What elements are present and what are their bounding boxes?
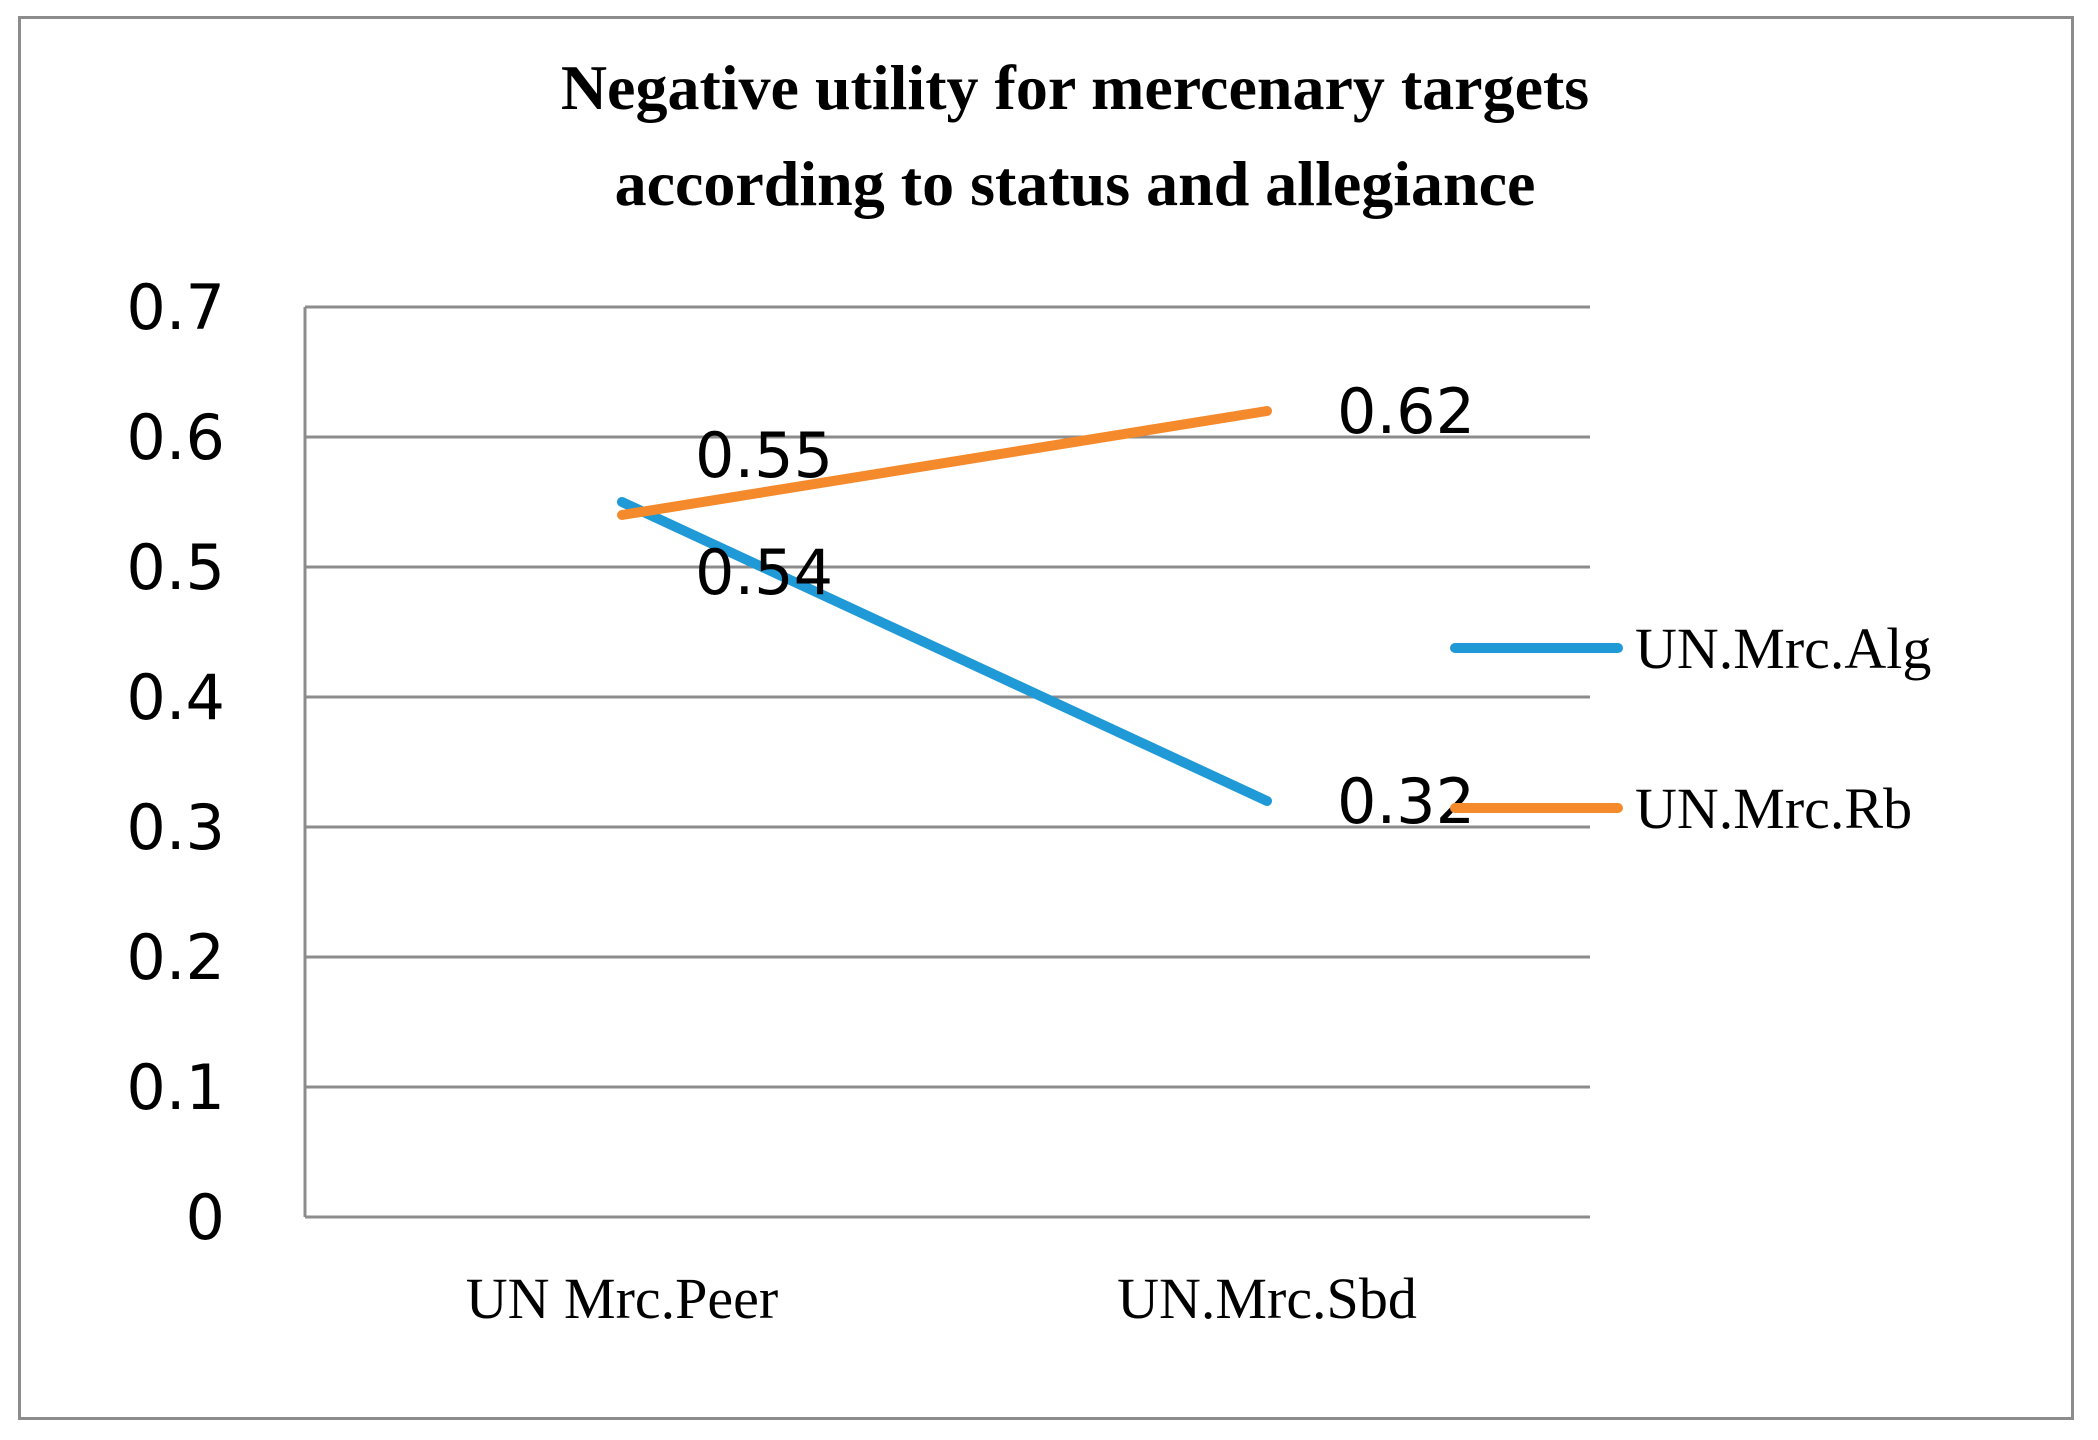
series-line-un-mrc-alg	[617, 497, 1272, 806]
y-tick-label: 0.5	[126, 531, 225, 604]
y-tick-label: 0.3	[126, 791, 225, 864]
y-tick-label: 0	[186, 1181, 225, 1254]
chart-frame	[18, 16, 2074, 1420]
data-label: 0.62	[1337, 375, 1475, 448]
y-tick-label: 0.4	[126, 661, 225, 734]
chart-title: Negative utility for mercenary targets a…	[0, 40, 2098, 232]
series-line-un-mrc-rb	[617, 406, 1272, 520]
data-label: 0.54	[695, 536, 833, 609]
legend-label: UN.Mrc.Alg	[1635, 616, 1931, 681]
y-tick-label: 0.1	[126, 1051, 225, 1124]
chart-title-line-2: according to status and allegiance	[614, 148, 1536, 219]
y-tick-label: 0.7	[126, 271, 225, 344]
x-tick-label: UN Mrc.Peer	[466, 1266, 778, 1331]
x-tick-label: UN.Mrc.Sbd	[1117, 1266, 1417, 1331]
data-label: 0.32	[1337, 765, 1475, 838]
y-tick-label: 0.2	[126, 921, 225, 994]
data-label: 0.55	[695, 419, 833, 492]
legend-label: UN.Mrc.Rb	[1635, 776, 1912, 841]
y-tick-label: 0.6	[126, 401, 225, 474]
chart-title-line-1: Negative utility for mercenary targets	[560, 52, 1590, 123]
